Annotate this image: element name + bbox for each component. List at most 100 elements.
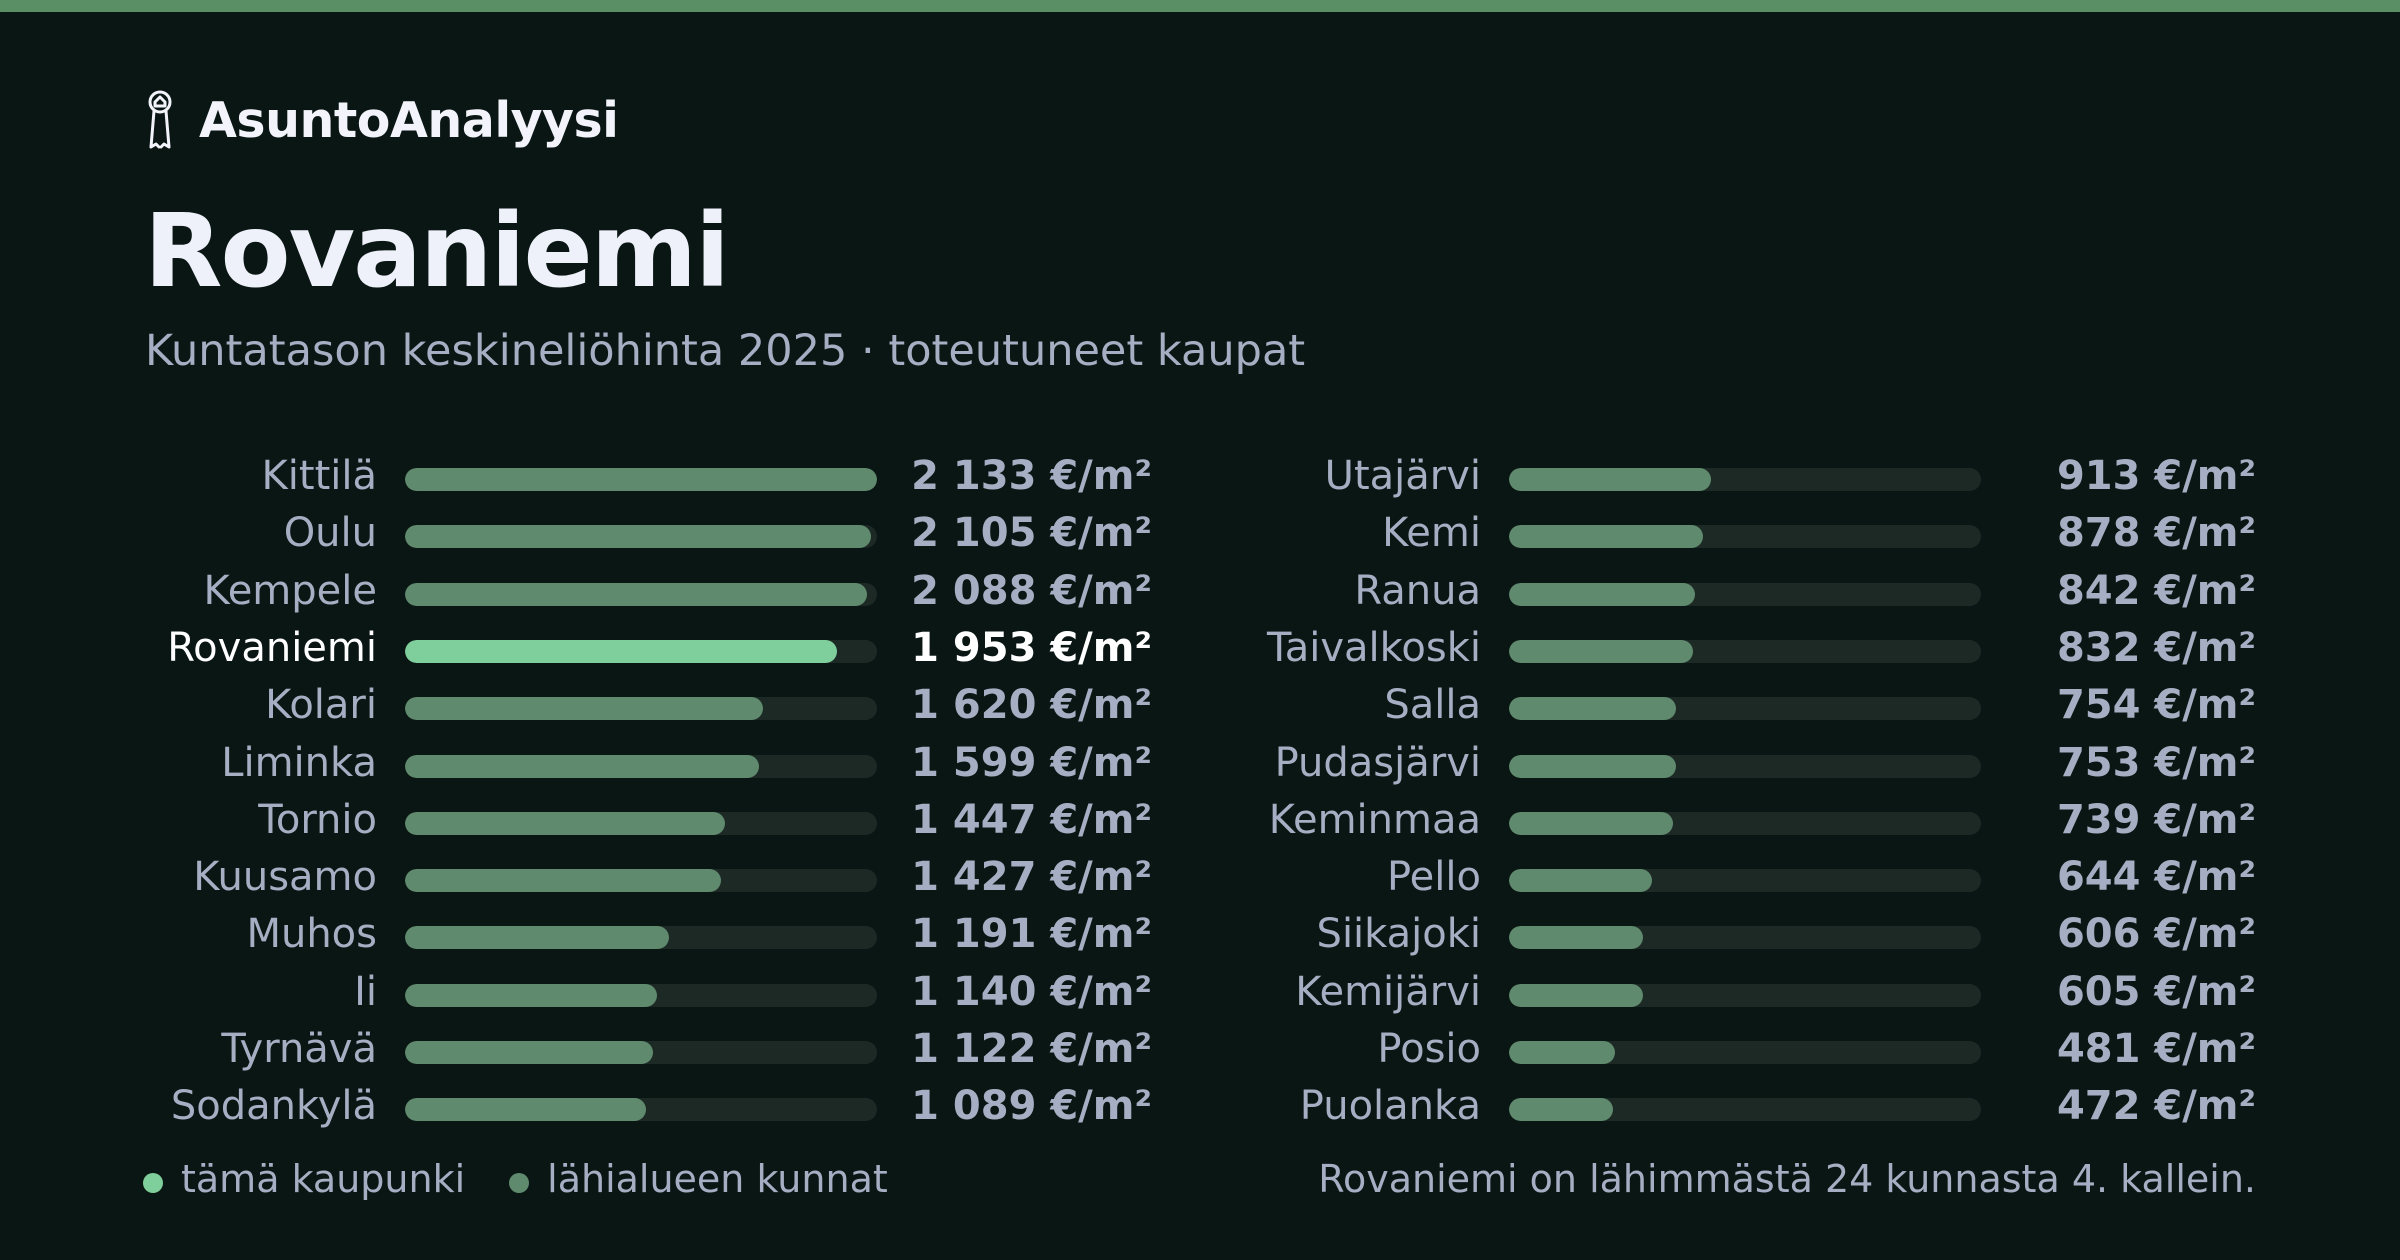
bar-track xyxy=(405,468,877,491)
bar-row: Ranua 842 €/m² xyxy=(1180,563,2256,620)
bar-row: Tyrnävä 1 122 €/m² xyxy=(0,1021,1152,1078)
bar-track xyxy=(1509,926,1981,950)
bar-track xyxy=(1509,468,1981,491)
bar-label: Ii xyxy=(354,968,377,1015)
bar-track xyxy=(405,811,877,835)
bar xyxy=(1509,1041,1616,1064)
bar xyxy=(405,1098,646,1122)
bar-label: Salla xyxy=(1384,682,1481,729)
bar xyxy=(1509,754,1676,778)
bar xyxy=(405,926,669,950)
bar xyxy=(1509,639,1694,663)
bar xyxy=(1509,468,1712,491)
brand: AsuntoAnalyysi xyxy=(141,88,619,152)
bar xyxy=(1509,1098,1614,1122)
bar-value-label: 1 599 €/m² xyxy=(911,739,1152,786)
bar-row: Kittilä 2 133 €/m² xyxy=(0,448,1152,505)
bar-row: Kolari 1 620 €/m² xyxy=(0,677,1152,734)
bar xyxy=(1509,811,1673,835)
bar-track xyxy=(405,639,877,663)
bar xyxy=(1509,582,1696,606)
ranking-note: Rovaniemi on lähimmästä 24 kunnasta 4. k… xyxy=(1318,1157,2256,1201)
top-accent-stripe xyxy=(0,0,2400,12)
bar-value-label: 2 133 €/m² xyxy=(911,453,1152,499)
bar-value-label: 1 122 €/m² xyxy=(911,1026,1152,1072)
bar-row: Oulu 2 105 €/m² xyxy=(0,505,1152,562)
bar-label: Puolanka xyxy=(1299,1083,1481,1130)
bar xyxy=(405,983,658,1007)
bar-value-label: 605 €/m² xyxy=(2056,968,2256,1015)
bar xyxy=(1509,697,1676,721)
bar-track xyxy=(405,582,877,606)
bar-label: Keminmaa xyxy=(1268,796,1481,843)
bar-label: Pello xyxy=(1386,854,1481,901)
bar xyxy=(405,468,877,491)
legend-item-current: tämä kaupunki xyxy=(143,1157,465,1201)
bar xyxy=(1509,983,1643,1007)
bar-track xyxy=(1509,1041,1981,1064)
bar-value-label: 842 €/m² xyxy=(2056,567,2256,614)
bar-track xyxy=(405,983,877,1007)
legend-item-neighbors: lähialueen kunnat xyxy=(509,1157,888,1201)
bar-value-label: 2 105 €/m² xyxy=(911,510,1152,557)
bar-value-label: 644 €/m² xyxy=(2056,854,2256,901)
bar-label: Kuusamo xyxy=(193,854,377,901)
bar-value-label: 1 089 €/m² xyxy=(911,1083,1152,1130)
bar-label: Sodankylä xyxy=(170,1083,377,1130)
bar-row: Salla 754 €/m² xyxy=(1180,677,2256,734)
bar-value-label: 1 140 €/m² xyxy=(911,968,1152,1015)
bar-value-label: 753 €/m² xyxy=(2056,739,2256,786)
bar-row: Kemi 878 €/m² xyxy=(1180,505,2256,562)
bar-label: Kempele xyxy=(203,567,377,614)
bar-row: Sodankylä 1 089 €/m² xyxy=(0,1078,1152,1135)
bar xyxy=(1509,926,1644,950)
bar-row: Liminka 1 599 €/m² xyxy=(0,735,1152,792)
chart-legend: tämä kaupunki lähialueen kunnat xyxy=(143,1152,932,1206)
brand-name: AsuntoAnalyysi xyxy=(199,91,619,149)
bar-label: Tornio xyxy=(258,796,377,843)
bar xyxy=(405,697,764,721)
bar-track xyxy=(405,926,877,950)
bar-label: Kemijärvi xyxy=(1295,968,1481,1015)
bar-track xyxy=(1509,525,1981,549)
bar-label: Ranua xyxy=(1354,567,1481,614)
bar-track xyxy=(1509,1098,1981,1122)
bar-label: Oulu xyxy=(283,510,377,557)
bar-row: Muhos 1 191 €/m² xyxy=(0,906,1152,963)
bar-value-label: 1 427 €/m² xyxy=(911,854,1152,901)
bar-value-label: 739 €/m² xyxy=(2056,796,2256,843)
bar-value-label: 832 €/m² xyxy=(2056,624,2256,671)
page-title: Rovaniemi xyxy=(144,192,730,311)
bar-label: Utajärvi xyxy=(1324,453,1481,499)
page-subtitle: Kuntatason keskineliöhinta 2025 · toteut… xyxy=(145,326,1306,376)
bar-value-label: 878 €/m² xyxy=(2056,510,2256,557)
bar xyxy=(405,811,726,835)
bar-track xyxy=(405,1041,877,1064)
bar-row: Kuusamo 1 427 €/m² xyxy=(0,849,1152,906)
bar-label: Liminka xyxy=(221,739,377,786)
bar xyxy=(405,1041,654,1064)
bar-row: Kempele 2 088 €/m² xyxy=(0,563,1152,620)
bar-label: Rovaniemi xyxy=(167,624,377,671)
bar-row: Taivalkoski 832 €/m² xyxy=(1180,620,2256,677)
bar-value-label: 1 620 €/m² xyxy=(911,682,1152,729)
bar-label: Kemi xyxy=(1382,510,1481,557)
bar-value-label: 913 €/m² xyxy=(2056,453,2256,499)
bar-track xyxy=(1509,697,1981,721)
bar-value-label: 481 €/m² xyxy=(2056,1026,2256,1072)
bar-value-label: 1 447 €/m² xyxy=(911,796,1152,843)
bar-label: Tyrnävä xyxy=(221,1026,377,1072)
bar-row: Posio 481 €/m² xyxy=(1180,1021,2256,1078)
bar-value-label: 1 953 €/m² xyxy=(911,624,1152,671)
bar xyxy=(1509,869,1652,893)
bar-track xyxy=(1509,639,1981,663)
bar xyxy=(405,639,838,663)
bar-track xyxy=(405,697,877,721)
legend-label-neighbors: lähialueen kunnat xyxy=(547,1157,888,1201)
bar-value-label: 754 €/m² xyxy=(2056,682,2256,729)
bar xyxy=(1509,525,1704,549)
bar-value-label: 1 191 €/m² xyxy=(911,911,1152,958)
bar-row: Tornio 1 447 €/m² xyxy=(0,792,1152,849)
bar-row: Rovaniemi 1 953 €/m² xyxy=(0,620,1152,677)
bar-track xyxy=(1509,811,1981,835)
